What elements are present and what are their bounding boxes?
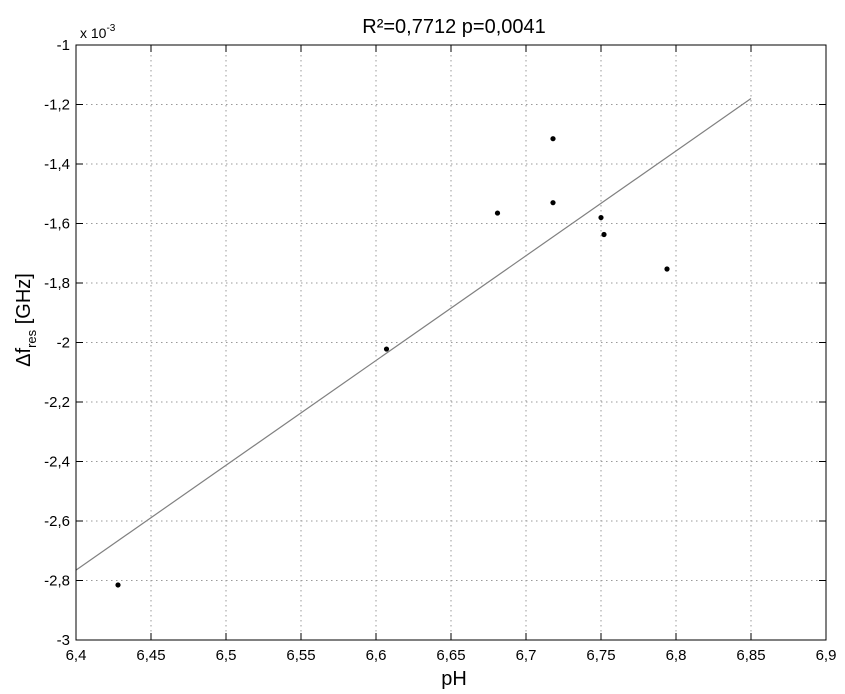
axis-ticks [75, 44, 827, 641]
x-tick-labels: 6,4 6,45 6,5 6,55 6,6 6,65 6,7 6,75 6,8 6,85 6,9 [66, 647, 837, 664]
data-point [664, 266, 670, 272]
y-tick-label: -1,8 [44, 275, 70, 292]
x-tick-label: 6,85 [736, 647, 765, 664]
y-tick-label: -1,4 [44, 156, 70, 173]
data-point [115, 582, 121, 588]
y-axis-label-main: Δf [13, 347, 35, 366]
regression-line [75, 98, 752, 571]
y-tick-label: -2 [57, 335, 70, 352]
y-multiplier-exponent: -3 [106, 23, 115, 34]
y-axis-multiplier: x 10-3 [80, 23, 116, 41]
y-tick-label: -2,8 [44, 573, 70, 590]
data-points [115, 136, 670, 588]
x-tick-label: 6,8 [666, 647, 687, 664]
x-tick-label: 6,9 [816, 647, 837, 664]
y-axis-label-unit: [GHz] [13, 273, 35, 330]
x-tick-label: 6,45 [136, 647, 165, 664]
y-tick-label: -2,4 [44, 454, 70, 471]
fit-line-layer [75, 98, 752, 571]
data-point [601, 231, 607, 238]
y-tick-label: -1 [57, 37, 70, 54]
data-point [598, 214, 604, 221]
y-tick-label: -2,2 [44, 394, 70, 411]
x-tick-label: 6,7 [516, 647, 537, 664]
y-tick-label: -1,2 [44, 97, 70, 114]
x-tick-label: 6,6 [366, 647, 387, 664]
x-tick-label: 6,5 [216, 647, 237, 664]
x-tick-label: 6,4 [66, 647, 87, 664]
y-tick-label: -1,6 [44, 216, 70, 233]
data-point [494, 210, 501, 216]
x-tick-label: 6,75 [586, 647, 615, 664]
grid-lines [76, 45, 826, 640]
chart-title: R²=0,7712 p=0,0041 [362, 16, 546, 38]
data-point [550, 136, 556, 142]
y-tick-label: -3 [57, 632, 70, 649]
data-point [383, 346, 390, 352]
x-tick-label: 6,55 [286, 647, 315, 664]
y-axis-label-subscript: res [24, 329, 39, 348]
y-tick-labels: -3 -2,8 -2,6 -2,4 -2,2 -2 -1,8 -1,6 -1,4 -1,2 -1 [44, 37, 70, 649]
x-tick-label: 6,65 [436, 647, 465, 664]
y-multiplier-base: x 10 [80, 25, 107, 41]
x-axis-label: pH [441, 668, 467, 689]
data-point [550, 200, 556, 206]
y-tick-label: -2,6 [44, 513, 70, 530]
y-axis-label: Δfres [GHz] [13, 273, 39, 367]
